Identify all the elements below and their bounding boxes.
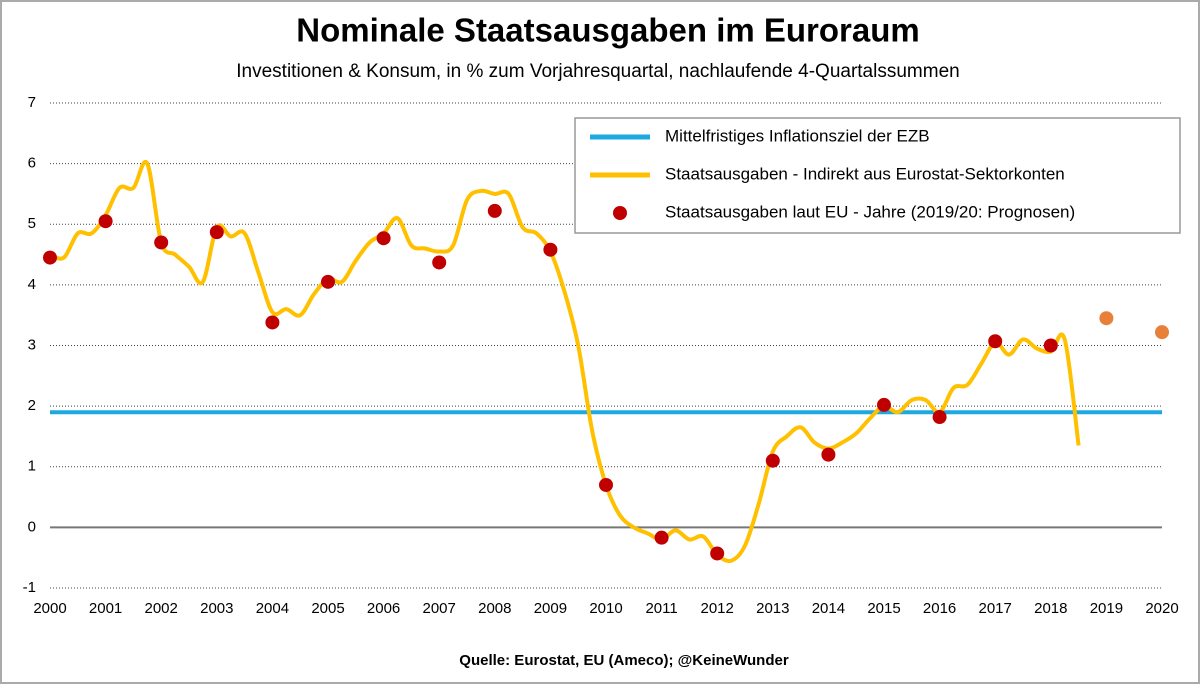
data-point (265, 315, 280, 330)
x-tick-label: 2010 (589, 600, 622, 617)
x-tick-label: 2017 (979, 600, 1012, 617)
x-tick-label: 2008 (478, 600, 511, 617)
chart-title: Nominale Staatsausgaben im Euroraum (296, 12, 920, 49)
grid: -1 0 1 2 3 4 5 6 7 2000 2001 2002 2003 2004 2005 2006 20… (23, 94, 1179, 617)
source: Quelle: Eurostat, EU (Ameco); @KeineWund… (459, 652, 789, 669)
y-tick-label: 7 (28, 94, 36, 111)
y-tick-label: 6 (28, 155, 36, 172)
legend-label: Staatsausgaben laut EU - Jahre (2019/20:… (665, 202, 1075, 221)
data-point (654, 530, 669, 545)
data-point (543, 242, 558, 257)
chart-subtitle: Investitionen & Konsum, in % zum Vorjahr… (236, 61, 959, 82)
x-tick-label: 2012 (701, 600, 734, 617)
line-series (49, 159, 1081, 564)
y-tick-label: 2 (28, 397, 36, 414)
data-point (988, 334, 1003, 349)
data-point (932, 410, 947, 425)
y-tick-label: 4 (28, 276, 36, 293)
data-point (321, 274, 335, 289)
data-point (1099, 311, 1114, 326)
data-point (376, 231, 391, 246)
x-tick-label: 2006 (367, 600, 400, 617)
x-tick-label: 2002 (145, 600, 178, 617)
y-tick-label: 3 (28, 336, 36, 353)
x-tick-label: 2019 (1090, 600, 1123, 617)
x-tick-label: 2014 (812, 600, 845, 617)
x-tick-label: 2000 (33, 600, 66, 617)
data-point (710, 546, 725, 561)
x-tick-label: 2005 (311, 600, 344, 617)
legend-label: Staatsausgaben - Indirekt aus Eurostat-S… (665, 164, 1065, 183)
legend-label: Mittelfristiges Inflationsziel der EZB (665, 126, 930, 145)
data-point (1155, 325, 1169, 340)
y-tick-label: 0 (28, 518, 36, 535)
data-point (599, 477, 613, 492)
x-tick-label: 2013 (756, 600, 789, 617)
data-point (209, 225, 224, 240)
data-point (821, 447, 836, 462)
plot-area (43, 159, 1169, 564)
legend: Mittelfristiges Inflationsziel der EZB St… (574, 117, 1181, 234)
legend-swatch (613, 206, 627, 220)
x-tick-label: 2007 (423, 600, 456, 617)
x-tick-label: 2018 (1034, 600, 1067, 617)
legend-box (574, 117, 1181, 234)
data-point (43, 250, 57, 265)
data-point (765, 453, 780, 468)
x-tick-label: 2009 (534, 600, 567, 617)
data-point (487, 203, 502, 218)
x-tick-label: 2004 (256, 600, 289, 617)
x-tick-label: 2001 (89, 600, 122, 617)
data-point (432, 255, 447, 270)
x-tick-label: 2003 (200, 600, 233, 617)
data-point (98, 214, 113, 229)
data-point (877, 397, 891, 412)
y-tick-label: 1 (28, 458, 36, 475)
data-point (1043, 338, 1058, 353)
y-tick-label: -1 (23, 579, 36, 596)
x-tick-label: 2011 (645, 600, 677, 617)
x-tick-label: 2016 (923, 600, 956, 617)
x-tick-label: 2015 (867, 600, 900, 617)
y-tick-label: 5 (28, 215, 36, 232)
x-tick-label: 2020 (1145, 600, 1178, 617)
data-point (154, 235, 169, 250)
